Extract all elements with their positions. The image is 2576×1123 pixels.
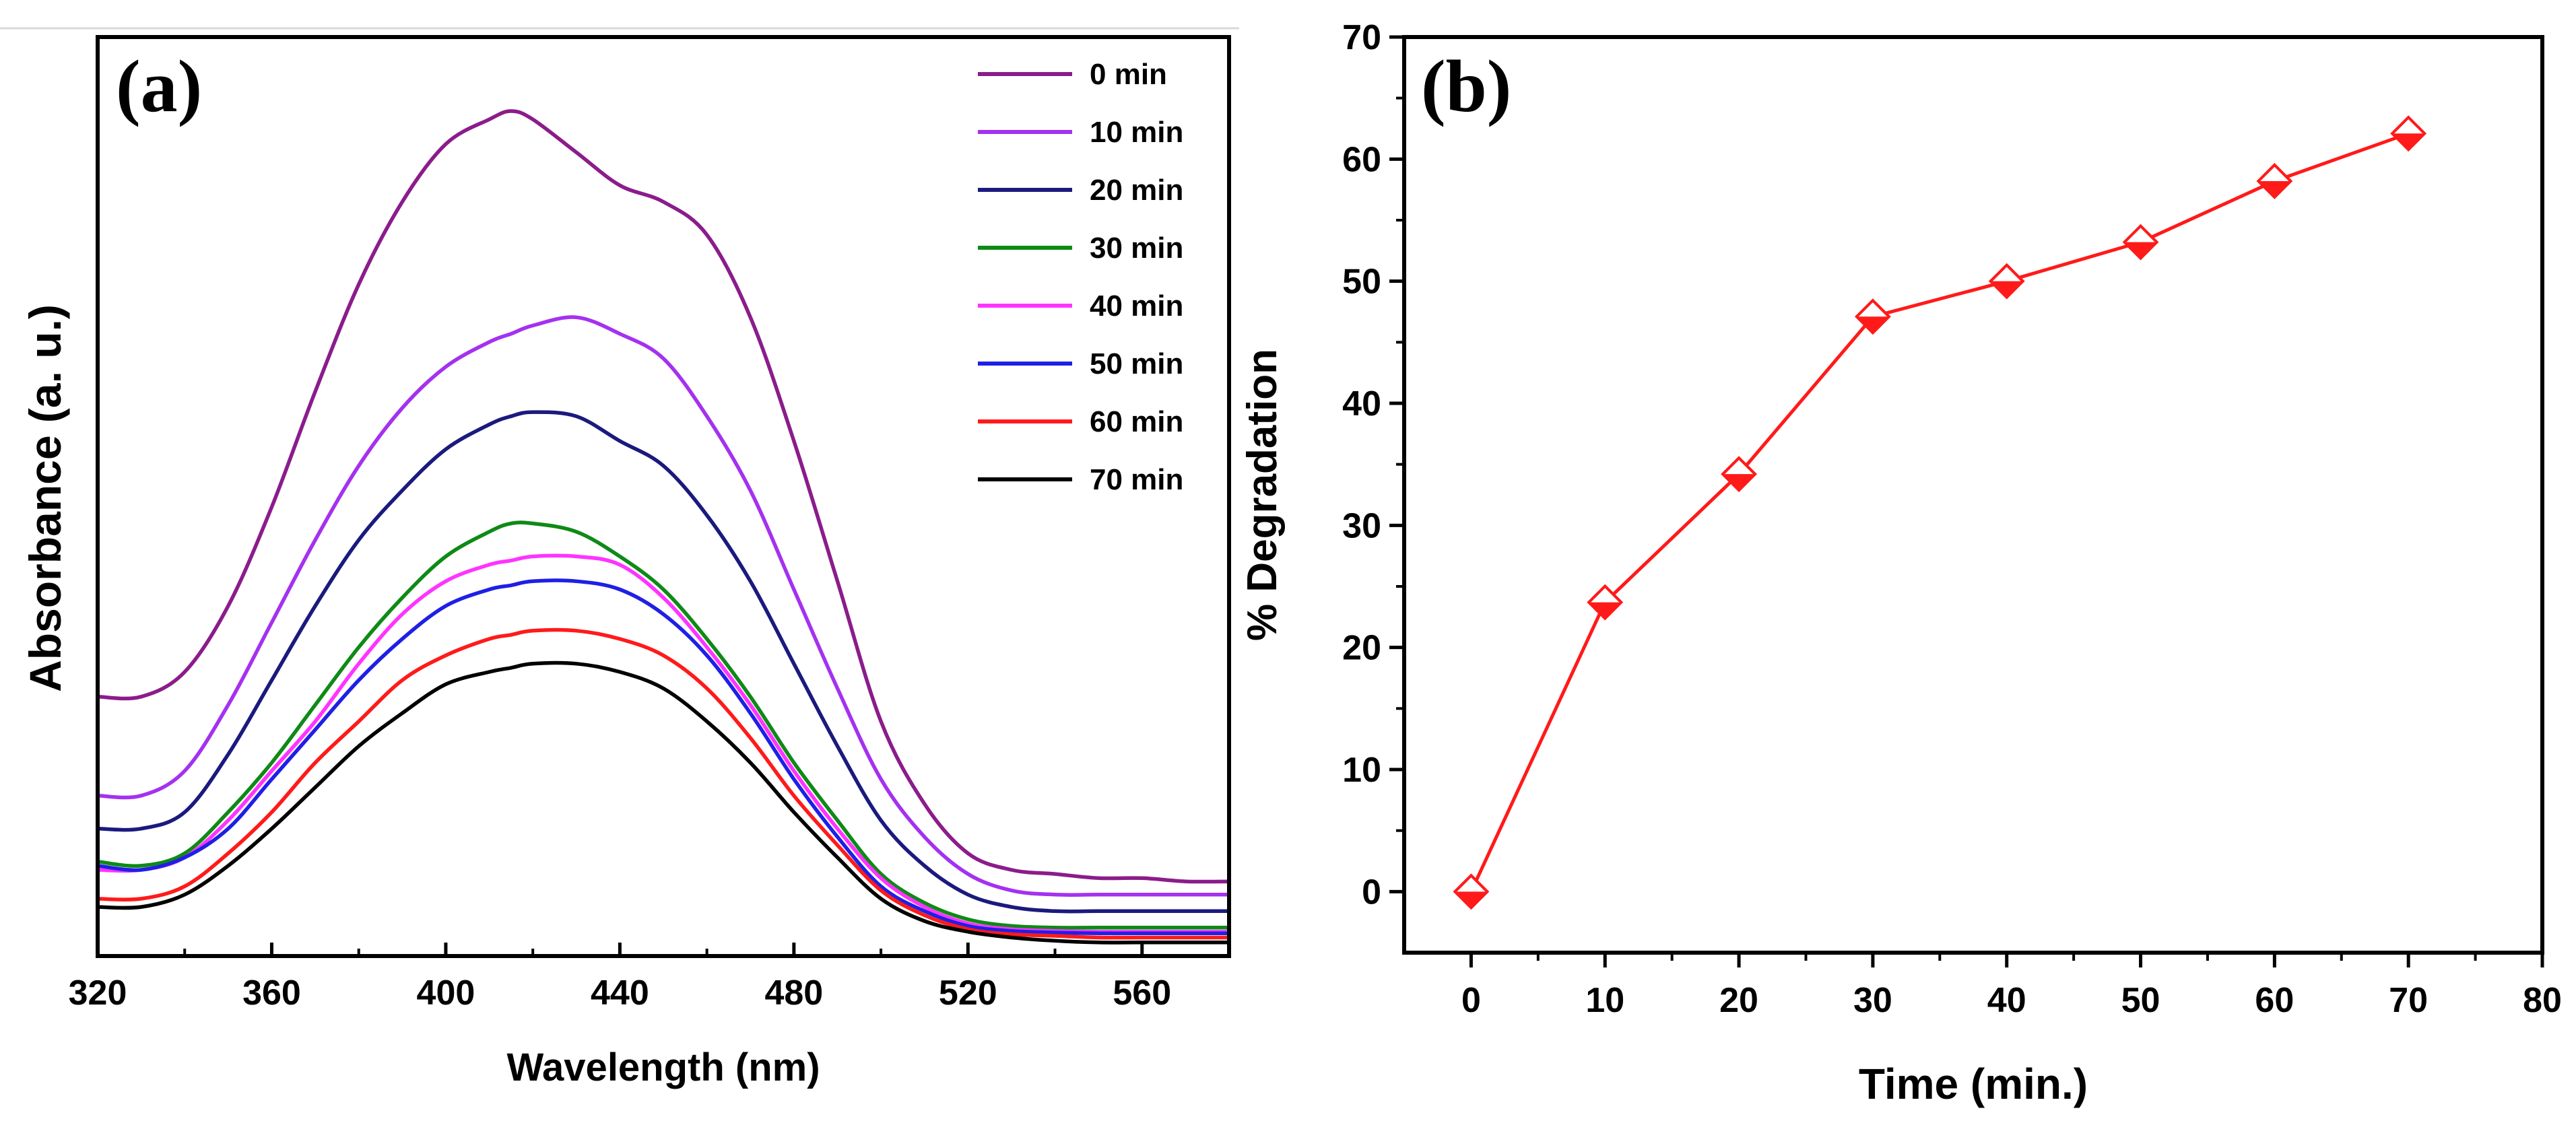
legend-entry-label: 50 min <box>1090 347 1183 380</box>
degradation-point-70 <box>2390 115 2427 152</box>
spectrum-line-60-min <box>97 627 1229 940</box>
panel-b-xtick-label: 10 <box>1585 981 1624 1020</box>
panel-a-xtick-label: 400 <box>417 974 475 1013</box>
panel-b-ytick-label: 60 <box>1342 140 1381 179</box>
panel-a-xtick-label: 440 <box>591 974 649 1013</box>
panel-b-ytick-label: 30 <box>1342 506 1381 545</box>
degradation-point-40 <box>1988 263 2025 300</box>
panel-b-xtick-label: 80 <box>2523 981 2562 1020</box>
panel-b-xtick-label: 40 <box>1987 981 2026 1020</box>
panel-b-xtick-label: 70 <box>2389 981 2428 1020</box>
panel-b-ytick-label: 50 <box>1342 263 1381 302</box>
panel-b-xtick-label: 30 <box>1853 981 1892 1020</box>
spectrum-line-20-min <box>97 410 1229 914</box>
panel-b-label: (b) <box>1421 45 1511 127</box>
spectrum-line-0-min <box>97 109 1230 884</box>
panel-b-ytick-label: 0 <box>1362 873 1381 912</box>
spectrum-line-10-min <box>97 315 1229 897</box>
legend-entry-label: 0 min <box>1090 58 1167 91</box>
panel-b-ytick-label: 20 <box>1342 629 1381 668</box>
spectrum-line-50-min <box>97 578 1229 936</box>
spectrum-line-70-min <box>97 660 1229 945</box>
panel-b-xlabel: Time (min.) <box>1859 1060 2088 1108</box>
panel-a-xtick-label: 480 <box>764 974 823 1013</box>
panel-b-chart: 0 10 20 30 40 50 60 70 80 0 10 20 30 40 50 60 70 (b) Tim… <box>1239 18 2562 1108</box>
degradation-point-10 <box>1587 584 1624 621</box>
panel-a-xtick-label: 560 <box>1113 974 1171 1013</box>
panel-a-chart: 320 360 400 440 480 520 560 (a) 0 min 10 min 20 … <box>20 35 1231 1089</box>
panel-a-legend: 0 min 10 min 20 min 30 min 40 min 50 min 60 mi… <box>978 58 1183 496</box>
degradation-point-0 <box>1453 873 1490 910</box>
legend-entry-label: 20 min <box>1090 174 1183 207</box>
panel-b-ytick-label: 40 <box>1342 384 1381 423</box>
panel-b-xtick-label: 0 <box>1461 981 1481 1020</box>
legend-entry-label: 70 min <box>1090 463 1183 496</box>
panel-b-xtick-label: 60 <box>2255 981 2294 1020</box>
panel-b-ylabel: % Degradation <box>1239 349 1286 641</box>
spectrum-line-30-min <box>97 520 1229 930</box>
panel-a-xtick-label: 320 <box>69 974 127 1013</box>
degradation-point-50 <box>2122 224 2159 261</box>
panel-b-xtick-label: 20 <box>1719 981 1758 1020</box>
legend-entry-label: 60 min <box>1090 405 1183 438</box>
panel-a-xtick-label: 360 <box>242 974 301 1013</box>
legend-entry-label: 30 min <box>1090 232 1183 265</box>
legend-entry-label: 40 min <box>1090 290 1183 322</box>
legend-entry-label: 10 min <box>1090 116 1183 149</box>
degradation-point-20 <box>1721 456 1757 493</box>
panel-b-xtick-label: 50 <box>2121 981 2160 1020</box>
panel-a-ylabel: Absorbance (a. u.) <box>20 304 70 692</box>
panel-b-ytick-label: 10 <box>1342 751 1381 790</box>
degradation-point-60 <box>2256 163 2293 199</box>
panel-a-label: (a) <box>116 45 202 127</box>
degradation-line <box>1469 131 2410 893</box>
degradation-point-30 <box>1855 298 1891 335</box>
panel-b-frame <box>1402 35 2544 955</box>
panel-a-xtick-label: 520 <box>939 974 997 1013</box>
panel-b-ytick-label: 70 <box>1342 18 1381 57</box>
panel-a-xlabel: Wavelength (nm) <box>506 1046 820 1089</box>
panel-a-frame <box>96 35 1231 958</box>
